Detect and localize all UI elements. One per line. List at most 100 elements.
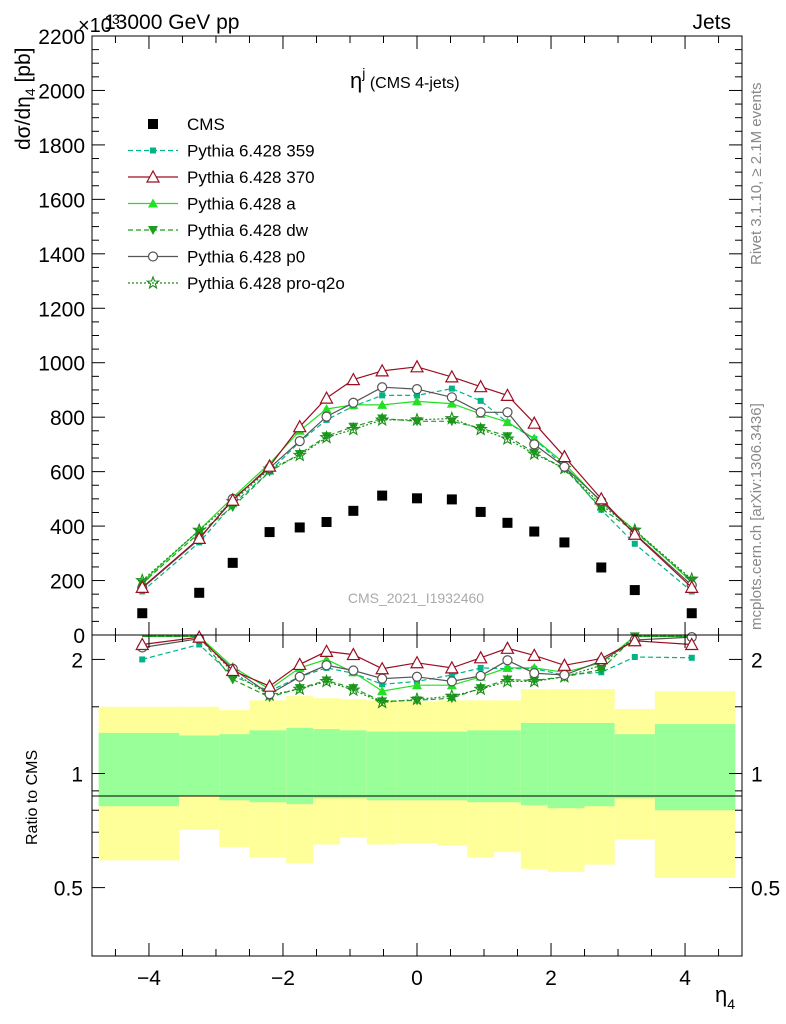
ratio-band-green [179, 735, 220, 797]
ratio-line-pythia-6-428-pro-q2o [142, 635, 692, 704]
process-label: 13000 GeV pp [104, 11, 239, 34]
ratio-point-pythia-6-428-370 [346, 647, 361, 661]
data-point-pythia-6-428-370 [292, 419, 307, 433]
ratio-y-axis-label: Ratio to CMS [24, 750, 41, 845]
y-tick-label: 1800 [38, 135, 85, 158]
data-point-pythia-6-428-dw [475, 424, 486, 434]
legend: CMS Pythia 6.428 359 Pythia 6.428 370 Pythi… [128, 115, 345, 293]
ratio-point-pythia-6-428-p0 [559, 669, 570, 681]
data-point-cms [629, 585, 640, 596]
data-point-pythia-6-428-p0 [348, 397, 359, 408]
ratio-point-pythia-6-428-359 [631, 653, 638, 660]
x-tick-label: 2 [545, 967, 557, 990]
ratio-series-group [135, 629, 699, 709]
data-point-pythia-6-428-pro-q2o [409, 412, 425, 427]
data-point-pythia-6-428-p0 [377, 382, 388, 393]
data-point-pythia-6-428-pro-q2o [346, 421, 361, 436]
ratio-point-pythia-6-428-pro-q2o [292, 681, 307, 696]
y-tick-label: 1200 [38, 298, 85, 321]
ratio-point-pythia-6-428-370 [684, 637, 699, 651]
ratio-point-pythia-6-428-370 [292, 657, 307, 671]
multiplier-label: ×103 [78, 11, 120, 37]
mcplots-label: mcplots.cern.ch [arXiv:1306.3436] [748, 403, 765, 630]
ratio-point-pythia-6-428-370 [319, 644, 334, 657]
legend-marker-pythia-6-428-a [148, 198, 158, 208]
ratio-point-pythia-6-428-370 [594, 651, 609, 665]
ratio-band-green [654, 724, 736, 811]
y-tick-label: 0 [73, 625, 85, 648]
y-tick-label: 600 [50, 462, 85, 485]
data-point-cms [596, 562, 607, 573]
ratio-y-tick-label-right: 2 [751, 649, 763, 672]
data-point-pythia-6-428-370 [262, 458, 277, 472]
data-point-pythia-6-428-359 [414, 392, 420, 399]
ratio-point-pythia-6-428-359 [139, 656, 146, 663]
data-point-pythia-6-428-370 [684, 580, 699, 593]
data-point-pythia-6-428-359 [477, 397, 484, 404]
ratio-point-pythia-6-428-p0 [475, 670, 486, 681]
main-axes: 0 200 400 600 800 1000 1200 1400 1600 1800 2000 220… [38, 26, 742, 648]
data-point-pythia-6-428-359 [379, 392, 386, 399]
ratio-point-pythia-6-428-370 [557, 658, 572, 671]
ratio-point-pythia-6-428-p0 [348, 665, 359, 676]
data-point-cms [321, 517, 332, 528]
ratio-point-pythia-6-428-370 [409, 655, 425, 669]
y-tick-label: 2000 [38, 80, 85, 103]
series-line-pythia-6-428-a [141, 400, 693, 583]
legend-label: Pythia 6.428 p0 [187, 248, 305, 267]
x-axis-label: η4 [715, 982, 735, 1012]
ratio-point-pythia-6-428-dw [502, 675, 513, 685]
ratio-point-pythia-6-428-359 [448, 671, 455, 678]
ratio-point-pythia-6-428-p0 [377, 673, 388, 684]
ratio-point-pythia-6-428-p0 [411, 671, 423, 682]
ratio-point-pythia-6-428-pro-q2o [409, 691, 425, 706]
legend-label: Pythia 6.428 pro-q2o [187, 274, 345, 293]
ratio-point-pythia-6-428-p0 [502, 655, 513, 666]
ratio-point-pythia-6-428-p0 [321, 660, 332, 671]
ratio-band-green [396, 731, 438, 801]
ratio-point-pythia-6-428-p0 [529, 668, 540, 679]
ratio-point-pythia-6-428-359 [379, 681, 386, 688]
ratio-uncertainty-bands [98, 689, 736, 879]
ratio-band-green [313, 729, 340, 799]
ratio-point-pythia-6-428-359 [196, 641, 203, 648]
data-point-pythia-6-428-pro-q2o [319, 429, 334, 444]
ratio-y-tick-label: 1 [71, 764, 83, 787]
ratio-point-pythia-6-428-dw [475, 684, 486, 694]
analysis-watermark: CMS_2021_I1932460 [348, 590, 484, 606]
x-tick-label: 0 [411, 967, 423, 990]
data-point-pythia-6-428-dw [348, 422, 359, 432]
data-point-cms [412, 493, 422, 504]
ratio-y-tick-label-right: 1 [751, 764, 763, 787]
y-tick-label: 1000 [38, 353, 85, 376]
data-point-pythia-6-428-370 [444, 369, 459, 383]
data-point-pythia-6-428-359 [448, 385, 455, 392]
data-point-pythia-6-428-pro-q2o [527, 446, 542, 461]
ratio-point-pythia-6-428-370 [375, 661, 390, 675]
data-point-pythia-6-428-370 [409, 359, 425, 373]
ratio-band-green [494, 730, 521, 803]
data-point-pythia-6-428-pro-q2o [444, 410, 460, 425]
data-point-cms [377, 490, 388, 501]
ratio-band-green [584, 722, 615, 807]
data-point-pythia-6-428-p0 [446, 392, 457, 403]
data-point-cms [227, 557, 238, 568]
legend-label: Pythia 6.428 a [187, 195, 296, 214]
legend-label: Pythia 6.428 370 [187, 168, 315, 187]
ratio-point-pythia-6-428-pro-q2o [346, 682, 361, 697]
data-point-pythia-6-428-370 [225, 492, 240, 506]
data-point-pythia-6-428-a [377, 399, 388, 409]
data-point-pythia-6-428-a [321, 404, 332, 414]
data-point-pythia-6-428-p0 [502, 407, 513, 418]
legend-label: Pythia 6.428 359 [187, 142, 315, 161]
y-tick-label: 800 [50, 407, 85, 430]
data-point-pythia-6-428-370 [135, 580, 150, 593]
data-point-cms [559, 537, 570, 548]
ratio-y-tick-label-right: 0.5 [751, 878, 780, 901]
data-point-cms [686, 608, 697, 619]
plot-title: ηj (CMS 4-jets) [350, 65, 460, 93]
main-series-group [135, 359, 699, 619]
data-point-cms [264, 527, 275, 538]
ratio-point-pythia-6-428-dw [377, 697, 388, 707]
ratio-point-pythia-6-428-pro-q2o [319, 673, 334, 688]
